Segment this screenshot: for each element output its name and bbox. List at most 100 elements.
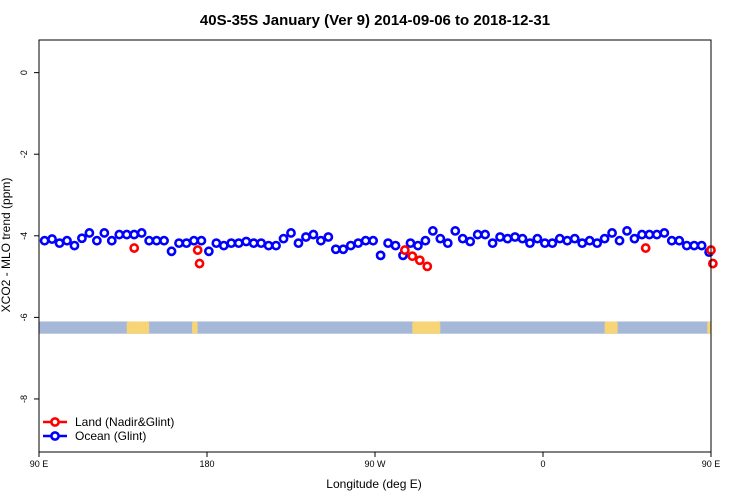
point-s1-31 bbox=[271, 240, 281, 251]
land-mass-2 bbox=[412, 321, 441, 334]
point-s1-44 bbox=[368, 235, 379, 246]
legend: Land (Nadir&Glint)Ocean (Glint) bbox=[43, 415, 174, 443]
legend-marker-1 bbox=[50, 431, 60, 441]
point-s1-80 bbox=[637, 229, 647, 240]
x-tick-label-4: 90 E bbox=[702, 459, 721, 469]
legend-label-0: Land (Nadir&Glint) bbox=[75, 415, 174, 429]
x-tick-label-2: 90 W bbox=[364, 459, 386, 469]
point-s0-7 bbox=[640, 243, 651, 253]
point-s1-61 bbox=[495, 232, 505, 242]
point-s1-10 bbox=[114, 229, 125, 240]
land-mass-3 bbox=[604, 321, 618, 334]
point-s1-27 bbox=[241, 236, 252, 247]
point-s1-77 bbox=[614, 235, 625, 246]
point-s1-47 bbox=[390, 240, 401, 251]
point-s1-88 bbox=[696, 240, 707, 251]
point-s1-24 bbox=[218, 240, 229, 251]
point-s1-16 bbox=[159, 235, 169, 246]
point-s1-68 bbox=[547, 238, 558, 249]
latitude-band bbox=[39, 321, 711, 334]
point-s1-19 bbox=[181, 238, 192, 249]
land-mass-1 bbox=[192, 321, 198, 334]
point-s1-69 bbox=[554, 233, 565, 244]
point-s0-0 bbox=[129, 243, 140, 253]
point-s1-25 bbox=[226, 238, 237, 249]
point-s1-76 bbox=[607, 228, 617, 238]
point-s1-52 bbox=[427, 226, 438, 236]
point-s1-55 bbox=[450, 226, 461, 236]
x-axis-label: Longitude (deg E) bbox=[326, 477, 421, 491]
point-s1-50 bbox=[413, 240, 423, 251]
point-s1-67 bbox=[539, 238, 550, 249]
point-s1-87 bbox=[689, 240, 700, 251]
point-s0-1 bbox=[192, 245, 203, 255]
y-tick-label-4: -8 bbox=[19, 395, 29, 403]
point-s1-41 bbox=[345, 240, 356, 251]
point-s1-40 bbox=[338, 244, 349, 255]
y-tick-label-2: -4 bbox=[19, 232, 29, 240]
point-s0-2 bbox=[194, 258, 205, 269]
point-s1-13 bbox=[136, 228, 147, 238]
point-s1-74 bbox=[592, 238, 603, 249]
y-tick-label-1: -2 bbox=[19, 150, 29, 158]
point-s1-73 bbox=[584, 235, 595, 246]
point-s1-56 bbox=[457, 233, 468, 244]
point-s1-71 bbox=[569, 233, 580, 244]
point-s1-37 bbox=[315, 235, 326, 246]
point-s1-43 bbox=[360, 235, 371, 246]
point-s0-9 bbox=[707, 258, 718, 269]
point-s1-6 bbox=[84, 228, 95, 238]
point-s1-36 bbox=[308, 229, 319, 240]
point-s1-3 bbox=[62, 235, 72, 246]
legend-marker-0 bbox=[50, 417, 60, 427]
point-s1-82 bbox=[651, 229, 662, 240]
point-s1-15 bbox=[151, 235, 162, 246]
point-s1-78 bbox=[622, 226, 632, 236]
point-s1-49 bbox=[405, 238, 416, 249]
point-s1-63 bbox=[510, 232, 520, 242]
point-s1-60 bbox=[487, 238, 498, 249]
point-s1-51 bbox=[420, 235, 431, 246]
point-s1-7 bbox=[91, 235, 102, 246]
land-mass-4 bbox=[707, 321, 711, 334]
point-s1-32 bbox=[278, 233, 289, 244]
point-s1-20 bbox=[189, 235, 199, 246]
point-s1-23 bbox=[211, 238, 222, 249]
point-s1-12 bbox=[129, 229, 140, 240]
axes-layer: 90 E 180 90 W 0 90 E 0 -2 -4 -6 -8 bbox=[19, 70, 720, 469]
plot-frame bbox=[38, 39, 712, 453]
point-s1-2 bbox=[54, 238, 65, 249]
point-s1-64 bbox=[517, 233, 528, 244]
x-tick-label-1: 180 bbox=[199, 459, 214, 469]
point-s0-4 bbox=[407, 251, 418, 262]
point-s1-5 bbox=[77, 233, 87, 244]
land-mass-0 bbox=[126, 321, 150, 334]
point-s1-84 bbox=[666, 235, 677, 246]
point-s1-0 bbox=[39, 235, 50, 246]
point-s0-5 bbox=[414, 255, 425, 266]
point-s1-35 bbox=[301, 232, 311, 242]
point-s1-8 bbox=[99, 228, 110, 238]
point-s1-29 bbox=[256, 238, 267, 249]
point-s1-17 bbox=[166, 246, 177, 257]
point-s1-54 bbox=[442, 238, 453, 249]
point-s1-59 bbox=[480, 229, 491, 240]
point-s1-28 bbox=[248, 238, 259, 249]
point-s1-11 bbox=[121, 229, 132, 240]
point-s1-83 bbox=[659, 228, 670, 238]
point-s1-58 bbox=[472, 229, 483, 240]
legend-label-1: Ocean (Glint) bbox=[75, 429, 146, 443]
x-tick-label-3: 0 bbox=[540, 459, 545, 469]
series-0 bbox=[129, 243, 718, 272]
chart-title: 40S-35S January (Ver 9) 2014-09-06 to 20… bbox=[200, 12, 550, 29]
point-s1-62 bbox=[502, 233, 513, 244]
point-s1-57 bbox=[465, 236, 476, 247]
point-s1-34 bbox=[293, 238, 304, 249]
y-tick-label-0: 0 bbox=[19, 70, 29, 75]
point-s1-9 bbox=[106, 235, 117, 246]
series-1 bbox=[39, 226, 715, 261]
point-s1-79 bbox=[629, 233, 640, 244]
point-s1-81 bbox=[644, 229, 655, 240]
point-s1-42 bbox=[353, 238, 364, 249]
